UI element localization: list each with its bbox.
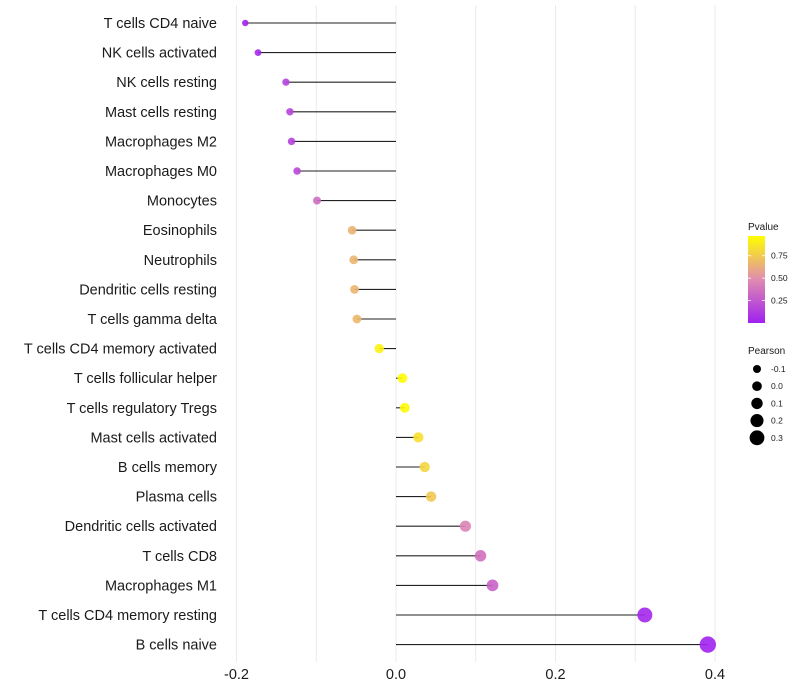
lollipop-point [413,432,424,443]
y-tick-label: Mast cells activated [90,430,217,446]
y-tick-label: Eosinophils [143,223,217,239]
pearson-legend-title: Pearson [748,346,785,357]
y-axis-tick-labels: T cells CD4 naive NK cells activated NK ce… [24,16,218,654]
size-legend-label: -0.1 [771,364,786,374]
x-tick-label: 0.4 [705,667,725,683]
lollipop-point [459,520,471,532]
pvalue-legend-title: Pvalue [748,222,779,233]
lollipop-point [419,461,430,473]
y-tick-label: T cells CD4 memory activated [24,342,217,358]
lollipop-point [254,49,262,56]
y-tick-label: T cells CD4 naive [104,16,217,32]
colorbar-tick-label: 0.75 [771,251,788,261]
lollipop-point [352,314,362,324]
y-tick-label: T cells gamma delta [88,312,218,328]
lollipop-point [474,550,487,562]
lollipop-point [699,636,716,653]
lollipop-point [425,491,437,502]
size-legend-label: 0.0 [771,381,783,391]
pvalue-colorbar [748,236,765,323]
x-tick-label: 0.2 [545,667,565,683]
y-tick-label: Neutrophils [144,253,217,269]
lollipop-point [637,607,653,623]
y-tick-label: Plasma cells [136,490,217,506]
lollipop-point [350,284,359,294]
lollipop-point [242,19,249,27]
y-tick-label: Macrophages M0 [105,164,217,180]
lollipop-point [397,373,408,384]
size-legend-label: 0.3 [771,433,783,443]
y-tick-label: NK cells activated [102,46,217,62]
lollipop-point [347,225,357,235]
x-tick-label: -0.2 [224,667,249,683]
size-legend-key [750,414,764,428]
lollipop-point [286,108,294,116]
lollipop-point [313,196,322,205]
colorbar-tick-label: 0.50 [771,273,788,283]
colorbar-tick-label: 0.25 [771,296,788,306]
lollipop-point [349,255,359,265]
lollipop-point [486,579,499,592]
lollipop-point [287,137,296,146]
size-legend-label: 0.2 [771,416,783,426]
x-tick-label: 0.0 [386,667,406,683]
y-tick-label: T cells follicular helper [74,371,217,387]
y-tick-label: B cells memory [118,460,218,476]
y-tick-label: Dendritic cells resting [79,282,217,298]
pearson-legend: Pearson -0.1 0.0 0.1 0.2 0.3 [748,346,786,446]
y-tick-label: B cells naive [136,638,217,654]
lollipop-point [374,343,384,354]
y-tick-label: NK cells resting [116,75,217,91]
lollipop-point [293,167,301,175]
size-legend-key [752,381,762,392]
x-axis-tick-labels: -0.2 0.0 0.2 0.4 [224,667,725,683]
pvalue-legend: Pvalue 0.25 0.50 0.75 [748,222,788,323]
y-tick-label: Dendritic cells activated [65,519,217,535]
y-tick-label: T cells CD8 [142,549,217,565]
grid-lines [236,5,716,662]
y-tick-label: T cells regulatory Tregs [67,401,217,417]
y-tick-label: Macrophages M1 [105,578,217,594]
y-tick-label: Macrophages M2 [105,134,217,150]
size-legend-key [751,397,763,410]
size-legend-key [753,365,761,373]
lollipop-points [242,19,716,653]
y-tick-label: Mast cells resting [105,105,217,121]
size-legend-label: 0.1 [771,398,783,408]
y-tick-label: Monocytes [147,194,217,210]
lollipop-point [282,78,290,86]
lollipop-point [399,402,410,413]
y-tick-label: T cells CD4 memory resting [38,608,217,624]
lollipop-segments [245,22,708,646]
size-legend-key [749,430,765,446]
